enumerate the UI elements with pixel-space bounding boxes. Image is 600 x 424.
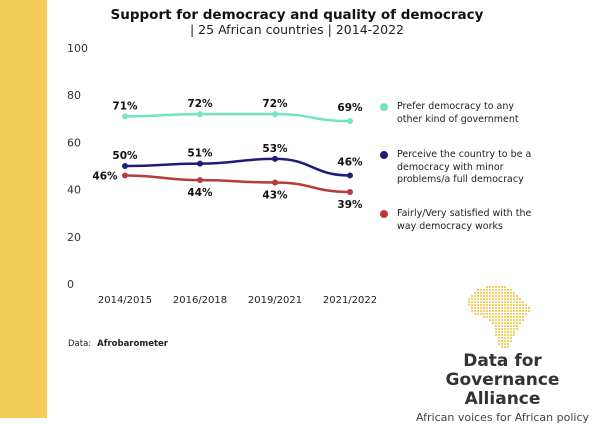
data-point <box>197 111 203 118</box>
data-point <box>122 113 128 120</box>
data-label: 44% <box>187 187 213 199</box>
data-point <box>347 172 353 179</box>
series-line <box>124 174 351 194</box>
data-label: 46% <box>92 170 118 182</box>
data-point <box>347 188 353 195</box>
legend-label: Perceive the country to be a democracy w… <box>397 149 532 185</box>
y-tick-label: 80 <box>67 89 81 102</box>
data-label: 46% <box>337 156 363 168</box>
data-point <box>272 111 278 118</box>
legend-item-perceive: Perceive the country to be a democracy w… <box>380 149 540 187</box>
logo-line2: Governance Alliance <box>445 370 560 409</box>
data-label: 43% <box>262 190 288 202</box>
legend-dot <box>380 103 388 111</box>
data-point <box>122 163 128 169</box>
x-tick-label: 2014/2015 <box>98 295 152 306</box>
source-value: Afrobarometer <box>97 339 168 349</box>
logo-line1: Data for <box>463 351 542 371</box>
data-label: 50% <box>112 150 138 162</box>
data-point <box>197 160 203 167</box>
x-tick-label: 2019/2021 <box>248 295 302 306</box>
series-line <box>124 157 351 177</box>
data-label: 51% <box>187 148 213 160</box>
data-point <box>347 118 353 125</box>
y-tick-label: 20 <box>67 231 81 244</box>
logo: Data for Governance Alliance African voi… <box>405 280 600 424</box>
x-tick-label: 2016/2018 <box>173 295 227 306</box>
data-label: 53% <box>262 143 288 155</box>
legend-item-satisfied: Fairly/Very satisfied with the way democ… <box>380 208 540 233</box>
legend-dot <box>380 210 388 218</box>
data-point <box>197 177 203 184</box>
y-tick-label: 60 <box>67 136 81 149</box>
data-point <box>272 155 278 162</box>
x-tick-label: 2021/2022 <box>323 295 377 306</box>
series-line <box>124 112 351 123</box>
source-label: Data: <box>68 339 92 349</box>
data-label: 72% <box>262 98 288 110</box>
y-tick-label: 0 <box>67 278 74 291</box>
data-point <box>122 172 128 179</box>
source-note: Data: Afrobarometer <box>68 339 168 349</box>
legend-label: Fairly/Very satisfied with the way democ… <box>397 208 532 232</box>
chart-title: Support for democracy and quality of dem… <box>110 7 484 23</box>
data-label: 69% <box>337 102 363 114</box>
y-tick-label: 40 <box>67 184 81 197</box>
data-point <box>272 179 278 186</box>
data-label: 72% <box>187 98 213 110</box>
africa-map-icon <box>468 286 530 348</box>
y-tick-label: 100 <box>67 42 88 55</box>
legend-dot <box>380 151 388 159</box>
legend-item-prefer: Prefer democracy to any other kind of go… <box>380 101 540 126</box>
chart-subtitle: | 25 African countries | 2014-2022 <box>190 22 404 37</box>
data-label: 71% <box>112 100 138 112</box>
data-label: 39% <box>337 199 363 211</box>
side-accent-bar <box>0 0 47 418</box>
legend-label: Prefer democracy to any other kind of go… <box>397 101 519 125</box>
